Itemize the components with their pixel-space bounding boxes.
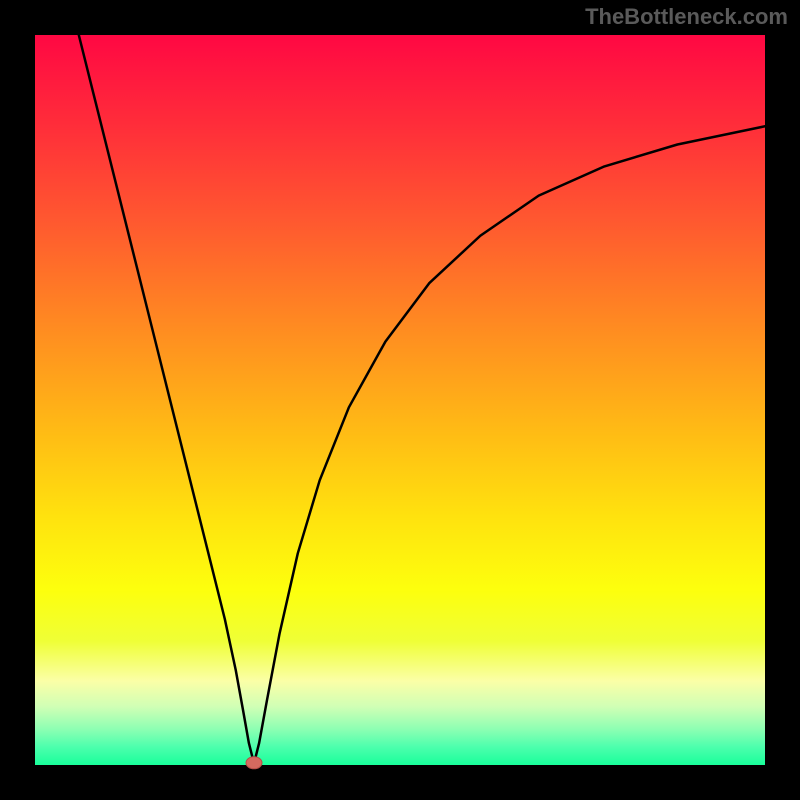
minimum-marker [246,757,262,769]
chart-svg [0,0,800,800]
watermark-text: TheBottleneck.com [585,4,788,30]
chart-container: TheBottleneck.com [0,0,800,800]
plot-area [35,35,765,765]
